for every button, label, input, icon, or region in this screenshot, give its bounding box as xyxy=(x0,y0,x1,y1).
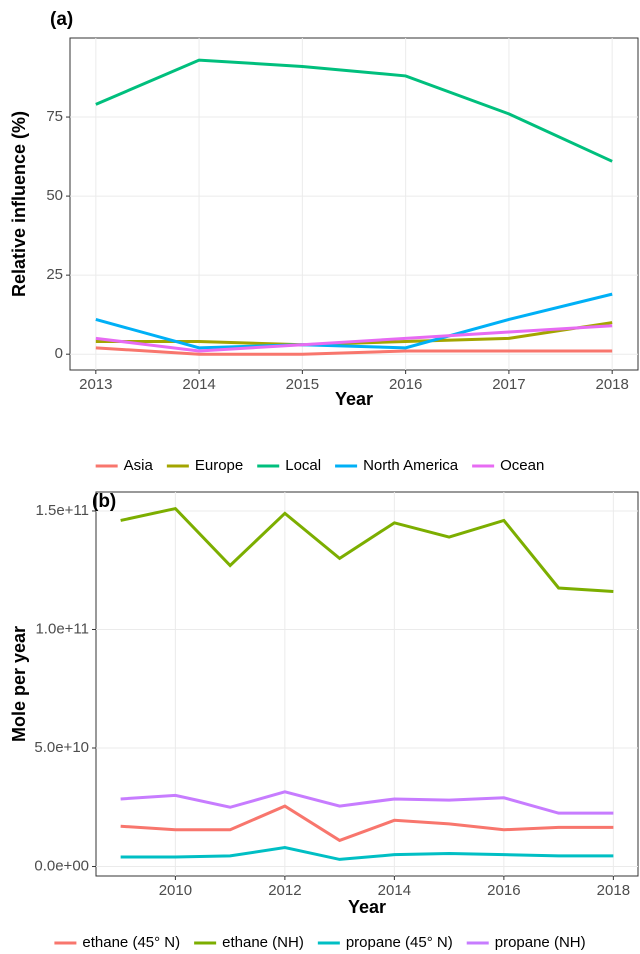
x-tick-label: 2014 xyxy=(378,882,411,899)
legend-label: ethane (45° N) xyxy=(82,934,180,951)
y-tick-label: 1.5e+11 xyxy=(35,502,89,519)
x-axis-title: Year xyxy=(348,897,386,917)
x-tick-label: 2014 xyxy=(182,376,215,393)
legend-label: Europe xyxy=(195,457,243,474)
y-axis-title: Mole per year xyxy=(9,626,29,742)
series-line xyxy=(95,292,613,350)
x-tick-label: 2016 xyxy=(487,882,520,899)
y-axis-title: Relative influence (%) xyxy=(9,111,29,297)
x-axis-title: Year xyxy=(335,389,373,409)
x-tick-label: 2015 xyxy=(286,376,319,393)
plot-panel xyxy=(95,491,639,877)
legend: ethane (45° N) ethane (NH) propane (45° N)… xyxy=(54,934,586,951)
legend-label: Ocean xyxy=(500,457,544,474)
x-tick-label: 2010 xyxy=(159,882,192,899)
x-tick-label: 2018 xyxy=(595,376,628,393)
series-line xyxy=(120,506,614,594)
y-tick-label: 1.0e+11 xyxy=(35,620,89,637)
series-line xyxy=(95,321,613,347)
y-tick-label: 50 xyxy=(46,187,63,204)
y-tick-label: 0.0e+00 xyxy=(34,857,89,874)
legend: Asia Europe Local North America Ocean xyxy=(95,457,544,474)
series-line xyxy=(95,58,613,163)
y-tick-label: 5.0e+10 xyxy=(34,739,89,756)
legend-label: Local xyxy=(285,457,321,474)
legend-label: North America xyxy=(363,457,459,474)
x-tick-label: 2017 xyxy=(492,376,525,393)
series-line xyxy=(120,846,614,861)
y-tick-label: 75 xyxy=(46,108,63,125)
series-line xyxy=(120,790,614,815)
y-tick-label: 0 xyxy=(55,345,63,362)
series-line xyxy=(95,346,613,356)
legend-label: propane (NH) xyxy=(495,934,586,951)
x-tick-label: 2012 xyxy=(268,882,301,899)
x-tick-label: 2016 xyxy=(389,376,422,393)
plot-panel xyxy=(69,37,639,371)
x-tick-label: 2018 xyxy=(597,882,630,899)
series-line xyxy=(95,324,613,353)
y-tick-label: 25 xyxy=(46,266,63,283)
chart-title: (b) xyxy=(92,491,116,512)
chart-title: (a) xyxy=(50,9,73,30)
legend-label: Asia xyxy=(124,457,154,474)
x-tick-label: 2013 xyxy=(79,376,112,393)
legend-label: ethane (NH) xyxy=(222,934,304,951)
series-line xyxy=(120,804,614,843)
legend-label: propane (45° N) xyxy=(346,934,453,951)
